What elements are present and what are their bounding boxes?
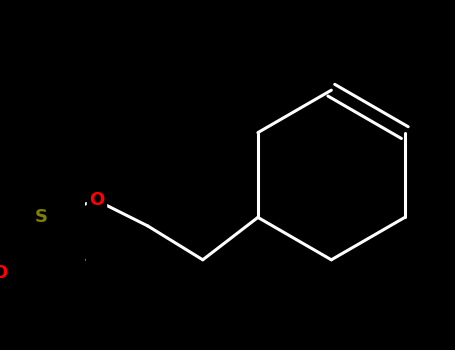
Text: S: S — [35, 208, 48, 226]
Text: O: O — [89, 191, 104, 209]
Bar — [0, 264, 9, 281]
Bar — [87, 192, 106, 209]
Bar — [32, 209, 51, 226]
Text: O: O — [0, 264, 7, 281]
